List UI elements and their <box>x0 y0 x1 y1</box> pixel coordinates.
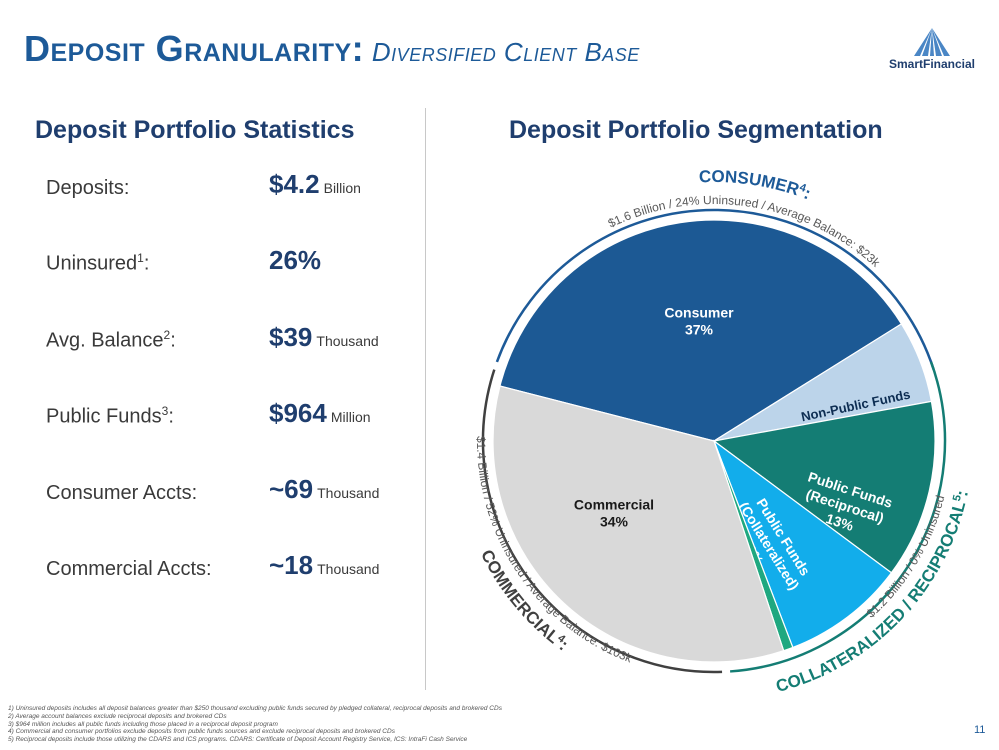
footnote: 4) Commercial and consumer portfolios ex… <box>8 728 395 736</box>
logo-text: SmartFinancial <box>888 57 976 71</box>
stat-label: Deposits: <box>46 177 130 199</box>
stat-label: Consumer Accts: <box>46 482 198 504</box>
slice-label-consumer: Consumer 37% <box>664 304 734 337</box>
group-bracket-collateralized <box>730 361 947 673</box>
pie-slice-public-funds-collateralized <box>712 439 893 649</box>
stat-value: $4.2 Billion <box>269 169 361 199</box>
pie-slice-commercial <box>492 385 785 663</box>
group-bracket-commercial <box>481 369 723 674</box>
page-title-main: Deposit Granularity: <box>24 28 365 69</box>
stat-row-avg-balance: Avg. Balance2: $39 Thousand <box>46 319 406 359</box>
column-divider <box>425 108 426 690</box>
footnote: 1) Uninsured deposits includes all depos… <box>8 705 502 712</box>
stats-heading: Deposit Portfolio Statistics <box>35 116 355 144</box>
stat-value: $964 Million <box>269 398 371 428</box>
stat-row-public-funds: Public Funds3: $964 Million <box>46 395 406 435</box>
stat-label: Commercial Accts: <box>46 558 212 580</box>
pie-slice-consumer <box>499 219 903 442</box>
page-title-sub: Diversified Client Base <box>371 37 640 67</box>
footnote: 3) $964 million includes all public fund… <box>8 720 278 728</box>
chart-heading: Deposit Portfolio Segmentation <box>509 116 883 144</box>
stat-row-deposits: Deposits: $4.2 Billion <box>46 166 406 206</box>
stat-label: Uninsured1: <box>46 251 150 275</box>
stat-value: 26% <box>269 245 322 275</box>
pie-slice-public-funds-reciprocal <box>712 400 936 574</box>
stat-value: ~69 Thousand <box>269 474 380 504</box>
stat-label: Avg. Balance2: <box>46 328 176 352</box>
stat-value: ~18 Thousand <box>269 550 380 580</box>
group-bracket-consumer <box>495 208 935 371</box>
footnotes: 1) Uninsured deposits includes all depos… <box>8 705 502 744</box>
stat-label: Public Funds3: <box>46 404 174 428</box>
stat-row-uninsured: Uninsured1: 26% <box>46 242 406 282</box>
slice-label-commercial: Commercial 34% <box>574 496 654 529</box>
stat-row-commercial-accts: Commercial Accts: ~18 Thousand <box>46 547 406 587</box>
smartfinancial-logo-icon <box>914 28 950 56</box>
page-title: Deposit Granularity: Diversified Client … <box>24 28 640 70</box>
stat-row-consumer-accts: Consumer Accts: ~69 Thousand <box>46 471 406 511</box>
footnote: 5) Reciprocal deposits include those uti… <box>8 736 468 744</box>
footnote: 2) Average account balances exclude reci… <box>8 712 227 720</box>
page-number: 11 <box>974 724 986 736</box>
stat-value: $39 Thousand <box>269 322 379 352</box>
